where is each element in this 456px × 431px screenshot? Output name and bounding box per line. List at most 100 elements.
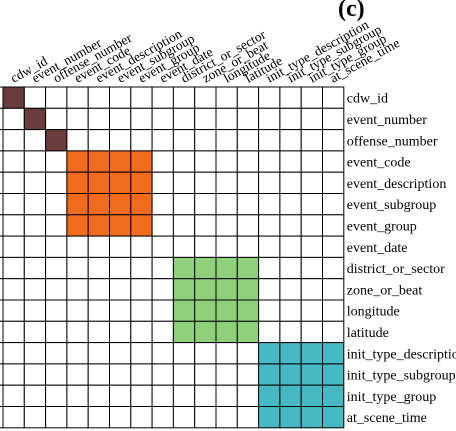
matrix-cell	[236, 406, 260, 429]
matrix-cell-filled	[236, 320, 260, 344]
matrix-cell-filled	[258, 342, 281, 365]
matrix-cell	[23, 363, 47, 386]
matrix-cell	[322, 129, 345, 152]
matrix-cell	[151, 86, 174, 109]
row-label: event_subgroup	[347, 198, 436, 213]
matrix-cell	[130, 86, 153, 109]
matrix-cell	[109, 107, 132, 131]
matrix-cell	[236, 363, 260, 386]
matrix-cell	[2, 320, 25, 344]
matrix-cell-filled	[236, 299, 260, 322]
matrix-cell	[45, 214, 68, 237]
matrix-cell	[258, 256, 281, 280]
matrix-cell	[215, 214, 238, 237]
matrix-cell	[236, 214, 260, 237]
matrix-cell	[87, 363, 110, 386]
matrix-cell	[23, 214, 47, 237]
matrix-cell	[23, 129, 47, 152]
matrix-cell	[194, 342, 217, 365]
matrix-cell	[2, 107, 25, 131]
matrix-cell	[87, 129, 110, 152]
matrix-cell	[279, 278, 302, 301]
matrix-cell-filled	[300, 363, 324, 386]
matrix-cell	[2, 363, 25, 386]
matrix-cell-filled	[279, 363, 302, 386]
matrix-cell	[66, 406, 89, 429]
matrix-cell	[322, 214, 345, 237]
matrix-cell	[109, 342, 132, 365]
matrix-cell	[66, 107, 89, 131]
row-label: event_number	[347, 113, 427, 128]
row-label: district_or_sector	[347, 262, 445, 277]
matrix-cells	[0, 86, 345, 429]
matrix-cell	[300, 193, 324, 216]
matrix-cell-filled	[172, 278, 196, 301]
matrix-cell	[300, 299, 324, 322]
matrix-cell	[151, 363, 174, 386]
matrix-cell-filled	[130, 214, 153, 237]
matrix-cell	[23, 150, 47, 173]
matrix-cell	[109, 299, 132, 322]
matrix-cell	[87, 384, 110, 408]
matrix-cell	[23, 235, 47, 258]
matrix-cell	[2, 214, 25, 237]
matrix-cell	[258, 171, 281, 194]
matrix-cell	[236, 171, 260, 194]
matrix-cell-filled	[109, 150, 132, 173]
matrix-cell-filled	[109, 214, 132, 237]
matrix-cell	[2, 150, 25, 173]
matrix-cell	[45, 256, 68, 280]
matrix-cell-filled	[172, 320, 196, 344]
matrix-cell	[130, 342, 153, 365]
matrix-cell	[2, 299, 25, 322]
matrix-cell	[236, 107, 260, 131]
matrix-cell	[215, 235, 238, 258]
matrix-cell	[109, 256, 132, 280]
matrix-cell-filled	[279, 342, 302, 365]
matrix-cell	[109, 406, 132, 429]
matrix-cell	[109, 129, 132, 152]
matrix-cell	[130, 384, 153, 408]
row-label: event_code	[347, 156, 411, 171]
matrix-cell	[279, 235, 302, 258]
matrix-cell-filled	[130, 193, 153, 216]
matrix-cell	[258, 235, 281, 258]
matrix-cell-filled	[322, 384, 345, 408]
matrix-cell	[194, 171, 217, 194]
matrix-cell	[236, 342, 260, 365]
matrix-cell-filled	[2, 86, 25, 109]
matrix-cell-filled	[258, 384, 281, 408]
matrix-cell	[45, 193, 68, 216]
matrix-cell	[23, 406, 47, 429]
matrix-cell	[87, 299, 110, 322]
matrix-cell	[215, 107, 238, 131]
column-labels: cdw_idevent_numberoffense_numberevent_co…	[8, 17, 402, 86]
matrix-cell	[151, 342, 174, 365]
matrix-cell	[215, 129, 238, 152]
matrix-cell	[172, 86, 196, 109]
matrix-cell	[109, 278, 132, 301]
matrix-cell	[215, 406, 238, 429]
row-label: offense_number	[347, 134, 438, 149]
matrix-cell	[87, 406, 110, 429]
matrix-cell	[23, 342, 47, 365]
matrix-cell	[279, 256, 302, 280]
matrix-cell	[172, 129, 196, 152]
matrix-cell	[151, 214, 174, 237]
matrix-cell-filled	[87, 214, 110, 237]
matrix-cell	[109, 363, 132, 386]
matrix-cell	[322, 299, 345, 322]
matrix-cell	[109, 384, 132, 408]
matrix-cell	[45, 406, 68, 429]
row-label: event_date	[347, 241, 408, 256]
matrix-cell	[279, 214, 302, 237]
matrix-cell-filled	[258, 406, 281, 429]
matrix-cell	[172, 171, 196, 194]
matrix-cell-filled	[194, 320, 217, 344]
matrix-cell	[109, 86, 132, 109]
matrix-cell	[279, 107, 302, 131]
matrix-cell	[300, 171, 324, 194]
matrix-cell	[172, 384, 196, 408]
matrix-cell	[236, 193, 260, 216]
matrix-cell	[87, 235, 110, 258]
